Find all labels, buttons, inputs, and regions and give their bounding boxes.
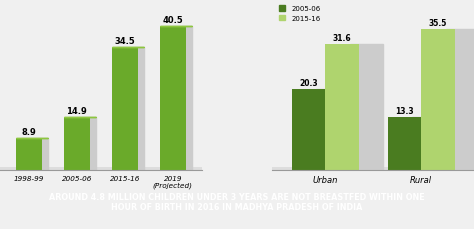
Text: 31.6: 31.6 (333, 34, 351, 43)
Text: 20.3: 20.3 (299, 79, 318, 88)
Bar (112, 48, 138, 170)
Bar (64, 117, 90, 170)
Polygon shape (412, 117, 446, 170)
Legend: 2005-06, 2015-16: 2005-06, 2015-16 (276, 3, 323, 25)
Polygon shape (446, 30, 474, 170)
Polygon shape (118, 48, 144, 170)
Text: 35.5: 35.5 (429, 19, 447, 28)
Text: 14.9: 14.9 (66, 107, 87, 116)
Text: 13.3: 13.3 (395, 107, 414, 116)
Polygon shape (350, 45, 383, 170)
Bar (388, 117, 421, 170)
Bar (325, 45, 359, 170)
Text: 8.9: 8.9 (21, 128, 36, 137)
Polygon shape (316, 90, 350, 170)
Bar (0, 167, 202, 177)
Text: AROUND 4.8 MILLION CHILDREN UNDER 3 YEARS ARE NOT BREASTFED WITHIN ONE
HOUR OF B: AROUND 4.8 MILLION CHILDREN UNDER 3 YEAR… (49, 192, 425, 211)
Text: 40.5: 40.5 (163, 16, 183, 25)
Polygon shape (69, 117, 96, 170)
Bar (292, 90, 325, 170)
Text: 34.5: 34.5 (115, 37, 135, 46)
Bar (272, 167, 474, 178)
Bar (160, 27, 186, 170)
Bar (421, 30, 455, 170)
Polygon shape (21, 139, 48, 170)
Bar (16, 139, 42, 170)
Polygon shape (165, 27, 192, 170)
